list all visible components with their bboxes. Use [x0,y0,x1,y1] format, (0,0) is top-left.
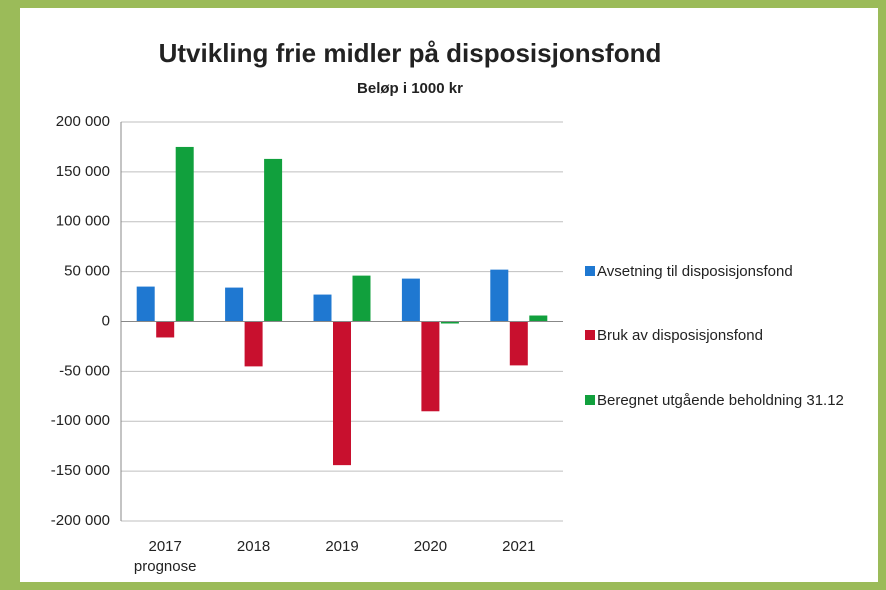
legend-entry: Beregnet utgående beholdning 31.12 [585,390,886,411]
bar [440,321,459,324]
y-tick-label: 150 000 [56,163,110,180]
y-tick-label: 100 000 [56,213,110,230]
legend-entry: Bruk av disposisjonsfond [585,325,886,346]
legend-swatch [585,330,595,340]
bar [175,146,194,322]
bar [401,278,420,322]
bar [156,321,175,338]
y-tick-label: 200 000 [56,113,110,130]
bar [225,287,244,322]
bar [509,321,528,366]
x-tick-label: 2018 [236,538,271,555]
y-tick-label: 0 [102,312,110,329]
chart-area [20,8,878,582]
legend-swatch [585,395,595,405]
y-tick-label: -200 000 [51,512,110,529]
bar [244,321,263,367]
bar [136,286,155,322]
legend-entry: Avsetning til disposisjonsfond [585,261,886,282]
bar [264,158,283,322]
bar [490,269,509,322]
x-tick-label: 2021 [502,538,536,555]
y-tick-label: -100 000 [51,412,110,429]
chart-subtitle: Beløp i 1000 kr [357,80,463,97]
bar [421,321,440,412]
y-tick-label: -150 000 [51,462,110,479]
y-tick-label: -50 000 [59,362,110,379]
x-tick-label: 2019 [325,538,359,555]
x-tick-label: 2020 [413,538,448,555]
legend-swatch [585,266,595,276]
bar [313,294,332,322]
bar [352,275,371,322]
bar [529,315,548,322]
y-tick-label: 50 000 [64,263,110,280]
bar [333,321,351,466]
chart-title: Utvikling frie midler på disposisjonsfon… [159,38,662,68]
x-tick-label: 2017 prognose [133,538,197,575]
